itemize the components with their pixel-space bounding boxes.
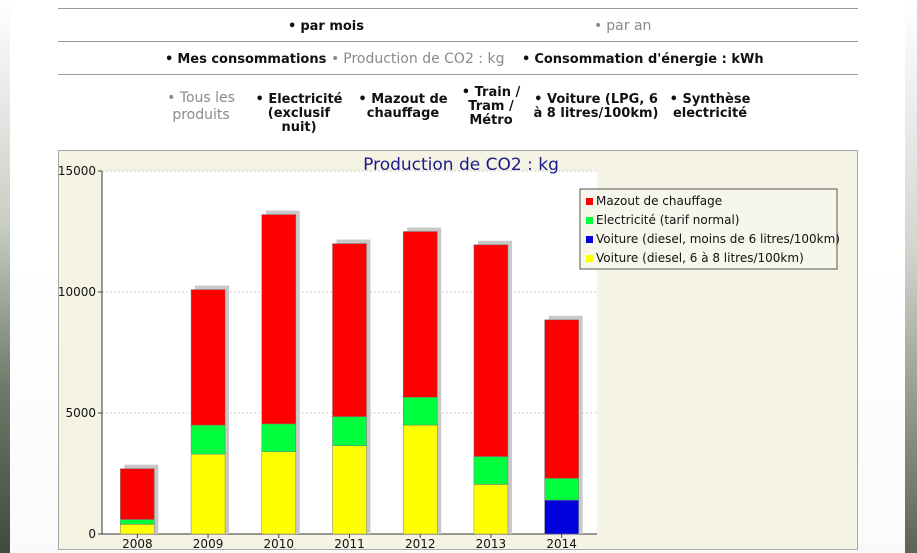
bar-segment (190, 453, 226, 535)
product-electricity[interactable]: • Electricité (exclusif nuit) (248, 93, 350, 135)
y-tick-label: 15000 (59, 164, 96, 178)
bar-segment (120, 519, 155, 525)
bar-segment (120, 524, 155, 535)
product-summary-line2: electricité (672, 106, 748, 121)
legend-swatch (586, 198, 593, 205)
bar-segment (544, 319, 579, 479)
bar-segment (261, 451, 297, 535)
legend-label: Voiture (diesel, 6 à 8 litres/100km) (596, 251, 804, 265)
bar-segment (473, 484, 509, 535)
legend-box (579, 188, 838, 270)
bar-segment (332, 416, 367, 446)
legend-swatch (586, 217, 593, 224)
divider (58, 74, 858, 75)
x-tick-label: 2009 (193, 537, 224, 549)
divider (58, 41, 858, 42)
divider (58, 8, 858, 9)
bar-segment (332, 243, 367, 417)
chart-title: Production de CO2 : kg (363, 155, 559, 175)
product-train-line2: Tram / (468, 99, 514, 114)
nav-consumption-label: Mes consommations (177, 51, 327, 67)
period-nav: • par mois • par an (58, 17, 858, 35)
bar-segment (332, 445, 367, 535)
nav-co2-label: Production de CO2 : kg (343, 51, 505, 67)
bar-segment (544, 499, 579, 535)
bar-segment (120, 468, 155, 520)
bar-segment (190, 289, 226, 426)
x-tick-label: 2013 (476, 537, 507, 549)
product-train-line1: Train / (474, 85, 521, 100)
bar-segment (402, 424, 438, 535)
landscape-right-strip (905, 0, 917, 553)
nav-monthly-label: par mois (300, 18, 364, 34)
x-tick-label: 2014 (546, 537, 577, 549)
nav-energy-label: Consommation d'énergie : kWh (534, 51, 764, 67)
legend-label: Electricité (tarif normal) (596, 213, 739, 227)
bar-segment (402, 231, 438, 398)
bar-segment (544, 478, 579, 501)
product-summary-line1: Synthèse (682, 92, 751, 107)
nav-co2[interactable]: • Production de CO2 : kg (331, 51, 505, 67)
legend-swatch (586, 255, 593, 262)
legend-label: Voiture (diesel, moins de 6 litres/100km… (596, 232, 840, 246)
product-train[interactable]: • Train / Tram / Métro (455, 86, 527, 128)
product-car-line1: Voiture (LPG, 6 (546, 92, 658, 107)
y-tick-label: 10000 (59, 285, 96, 299)
x-tick-label: 2008 (122, 537, 153, 549)
nav-yearly-label: par an (606, 18, 652, 34)
product-all-line1: Tous les (179, 90, 235, 106)
co2-chart: 0 5000 10000 15000 2008 2009 2010 2011 2012 2013 2… (58, 155, 840, 551)
product-summary[interactable]: • Synthèse electricité (664, 93, 756, 121)
bar-segment (473, 244, 509, 457)
legend-label: Mazout de chauffage (596, 194, 722, 208)
legend-swatch (586, 236, 593, 243)
product-train-line3: Métro (469, 113, 513, 128)
nav-energy[interactable]: • Consommation d'énergie : kWh (522, 51, 764, 67)
bar-segment (261, 214, 297, 425)
product-heating-line2: chauffage (366, 106, 440, 121)
nav-consumption[interactable]: • Mes consommations (165, 51, 327, 67)
metric-nav: • Mes consommations • Production de CO2 : … (58, 50, 858, 68)
product-electricity-line1: Electricité (268, 92, 343, 107)
chart-frame: 0 5000 10000 15000 2008 2009 2010 2011 2012 2013 2… (58, 150, 858, 551)
bar-segment (261, 423, 297, 452)
product-electricity-line2: (exclusif nuit) (267, 106, 331, 135)
x-tick-label: 2012 (405, 537, 436, 549)
y-tick-label: 5000 (65, 406, 96, 420)
product-heating[interactable]: • Mazout de chauffage (355, 93, 451, 121)
bar-segment (190, 424, 226, 455)
y-tick-label: 0 (88, 527, 96, 541)
landscape-left-strip (0, 0, 10, 553)
product-car-line2: à 8 litres/100km) (533, 106, 659, 121)
x-tick-label: 2010 (264, 537, 295, 549)
bar-segment (402, 397, 438, 426)
nav-yearly[interactable]: • par an (594, 18, 652, 34)
product-all-line2: produits (172, 107, 230, 123)
product-car[interactable]: • Voiture (LPG, 6 à 8 litres/100km) (533, 92, 659, 121)
product-heating-line1: Mazout de (371, 92, 448, 107)
x-tick-label: 2011 (334, 537, 365, 549)
product-all[interactable]: • Tous les produits (160, 90, 242, 124)
nav-monthly[interactable]: • par mois (288, 18, 364, 34)
bar-segment (473, 456, 509, 485)
